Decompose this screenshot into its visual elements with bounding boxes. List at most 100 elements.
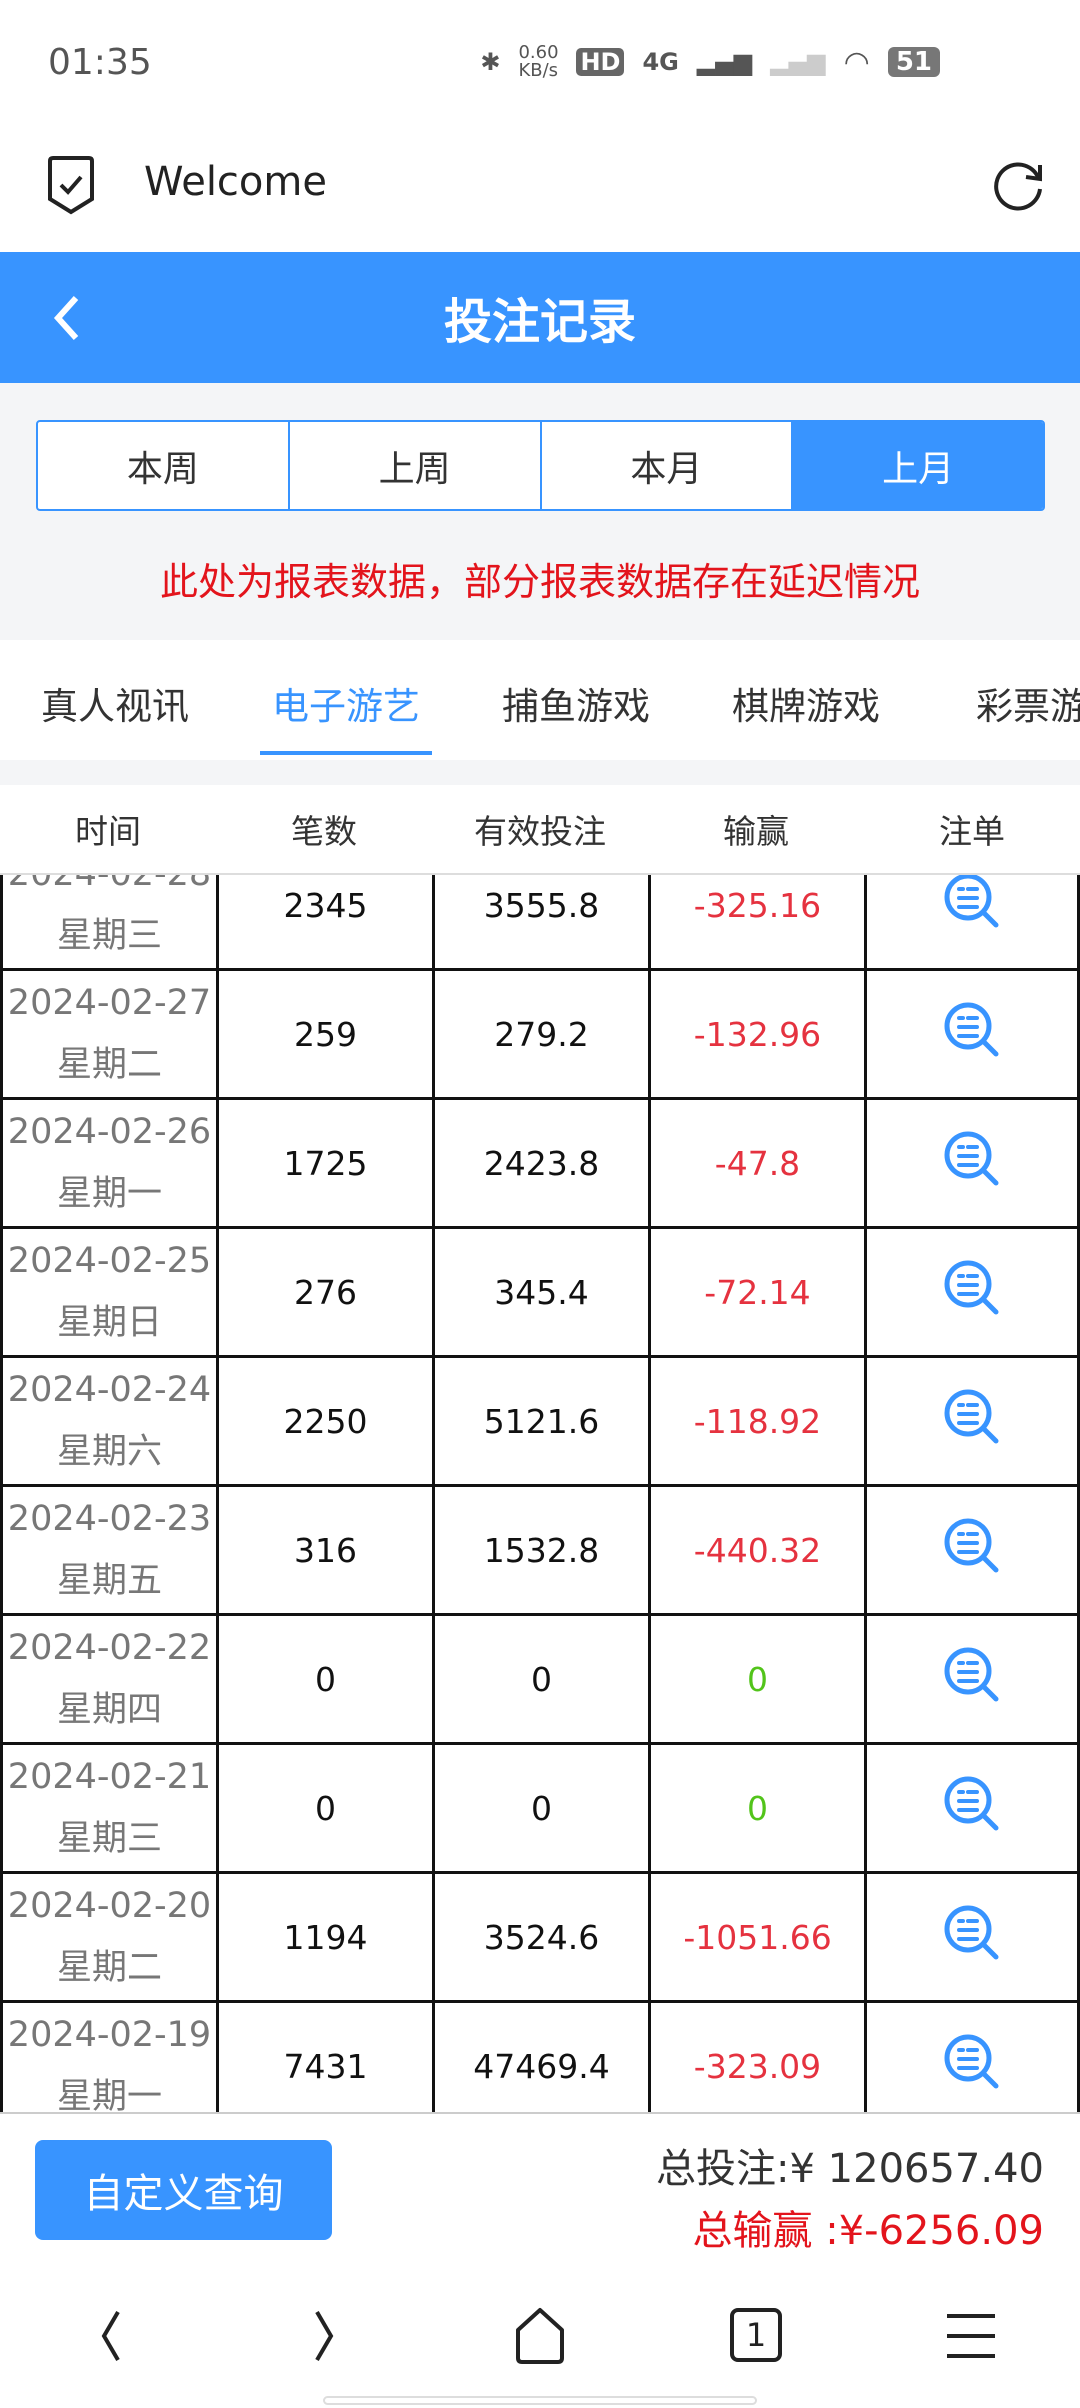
tab-this-month[interactable]: 本月 [542,422,794,509]
tab-this-week[interactable]: 本周 [38,422,290,509]
view-slip-button[interactable] [864,1358,1080,1484]
cell-win-loss: -118.92 [648,1358,864,1484]
cell-valid-bet: 0 [432,1616,648,1742]
col-bet-slip: 注单 [939,812,1005,851]
tab-fishing-games[interactable]: 捕鱼游戏 [502,685,650,728]
search-list-icon[interactable] [942,2032,1002,2100]
date: 2024-02-27 [7,983,212,1023]
cell-valid-bet: 5121.6 [432,1358,648,1484]
table-row: 2024-02-27 星期二 259 279.2 -132.96 [0,971,1080,1100]
shield-check-icon [48,156,94,215]
category-tabs: 真人视讯 电子游艺 捕鱼游戏 棋牌游戏 彩票游戏 [0,640,1080,760]
menu-icon[interactable] [945,2306,997,2366]
view-slip-button[interactable] [864,875,1080,968]
table-row: 2024-02-24 星期六 2250 5121.6 -118.92 [0,1358,1080,1487]
col-win-loss: 输赢 [723,812,789,851]
summary-footer: 自定义查询 总投注:¥ 120657.40 总输赢 :¥-6256.09 [0,2112,1080,2270]
col-valid-bet: 有效投注 [474,812,606,851]
cell-time: 2024-02-23 星期五 [0,1487,216,1613]
date: 2024-02-25 [7,1241,212,1281]
network-label: 4G [642,48,679,76]
cell-count: 1194 [216,1874,432,2000]
search-list-icon[interactable] [942,1903,1002,1971]
weekday: 星期四 [56,1690,162,1730]
search-list-icon[interactable] [942,1258,1002,1326]
weekday: 星期一 [56,1174,162,1214]
search-list-icon[interactable] [942,1387,1002,1455]
cell-win-loss: -1051.66 [648,1874,864,2000]
cell-win-loss: -440.32 [648,1487,864,1613]
cell-time: 2024-02-28 星期三 [0,875,216,968]
date: 2024-02-28 [8,875,211,905]
cell-valid-bet: 2423.8 [432,1100,648,1226]
refresh-icon[interactable] [988,155,1048,215]
nav-back-icon[interactable] [90,2306,130,2366]
view-slip-button[interactable] [864,1487,1080,1613]
signal-2-icon: ▂▄▆ [770,48,826,76]
cell-count: 276 [216,1229,432,1355]
cell-time: 2024-02-26 星期一 [0,1100,216,1226]
clock: 01:35 [48,42,152,83]
cell-win-loss: -47.8 [648,1100,864,1226]
page-title: Welcome [144,159,327,205]
cell-count: 316 [216,1487,432,1613]
view-slip-button[interactable] [864,1616,1080,1742]
table-row: 2024-02-23 星期五 316 1532.8 -440.32 [0,1487,1080,1616]
table-row: 2024-02-22 星期四 0 0 0 [0,1616,1080,1745]
tab-last-month[interactable]: 上月 [793,422,1043,509]
tab-lottery-games[interactable]: 彩票游戏 [976,685,1080,728]
cell-win-loss: 0 [648,1616,864,1742]
tab-card-games[interactable]: 棋牌游戏 [732,685,880,728]
tabs-button[interactable]: 1 [730,2308,782,2362]
search-list-icon[interactable] [942,1774,1002,1842]
nav-forward-icon[interactable] [305,2306,345,2366]
gesture-handle [323,2396,757,2405]
cell-win-loss: -323.09 [648,2003,864,2112]
search-list-icon[interactable] [942,1129,1002,1197]
view-slip-button[interactable] [864,1874,1080,2000]
search-list-icon[interactable] [942,1000,1002,1068]
table-body[interactable]: 2024-02-28 星期三 2345 3555.8 -325.16 2024-0… [0,875,1080,2112]
filter-section: 本周 上周 本月 上月 此处为报表数据，部分报表数据存在延迟情况 [0,383,1080,640]
cell-win-loss: 0 [648,1745,864,1871]
cell-valid-bet: 3555.8 [432,875,648,968]
search-list-icon[interactable] [942,875,1002,939]
search-list-icon[interactable] [942,1645,1002,1713]
view-slip-button[interactable] [864,971,1080,1097]
table-row: 2024-02-19 星期一 7431 47469.4 -323.09 [0,2003,1080,2112]
date: 2024-02-20 [7,1886,212,1926]
weekday: 星期五 [56,1561,162,1601]
date: 2024-02-19 [7,2015,212,2055]
battery-icon: 51 [887,47,940,77]
weekday: 星期三 [56,1819,162,1859]
cell-valid-bet: 1532.8 [432,1487,648,1613]
custom-query-button[interactable]: 自定义查询 [35,2140,332,2240]
home-icon[interactable] [512,2306,568,2366]
cell-win-loss: -132.96 [648,971,864,1097]
back-icon[interactable] [46,288,86,348]
table-row: 2024-02-28 星期三 2345 3555.8 -325.16 [0,875,1080,971]
cell-time: 2024-02-27 星期二 [0,971,216,1097]
cell-valid-bet: 279.2 [432,971,648,1097]
cell-win-loss: -325.16 [648,875,864,968]
tab-last-week[interactable]: 上周 [290,422,542,509]
view-slip-button[interactable] [864,1745,1080,1871]
view-slip-button[interactable] [864,2003,1080,2112]
cell-valid-bet: 47469.4 [432,2003,648,2112]
cell-count: 2345 [216,875,432,968]
search-list-icon[interactable] [942,1516,1002,1584]
view-slip-button[interactable] [864,1229,1080,1355]
net-speed: 0.60 KB/s [518,42,559,81]
tab-electronic-games[interactable]: 电子游艺 [272,685,420,728]
table-row: 2024-02-25 星期日 276 345.4 -72.14 [0,1229,1080,1358]
table-header: 时间 笔数 有效投注 输赢 注单 [0,785,1080,875]
divider [0,760,1080,785]
cell-valid-bet: 345.4 [432,1229,648,1355]
period-tabs: 本周 上周 本月 上月 [36,420,1045,511]
view-slip-button[interactable] [864,1100,1080,1226]
cell-time: 2024-02-24 星期六 [0,1358,216,1484]
date: 2024-02-26 [7,1112,212,1152]
table-row: 2024-02-21 星期三 0 0 0 [0,1745,1080,1874]
browser-nav: 1 [0,2270,1080,2408]
tab-live-video[interactable]: 真人视讯 [41,685,189,728]
